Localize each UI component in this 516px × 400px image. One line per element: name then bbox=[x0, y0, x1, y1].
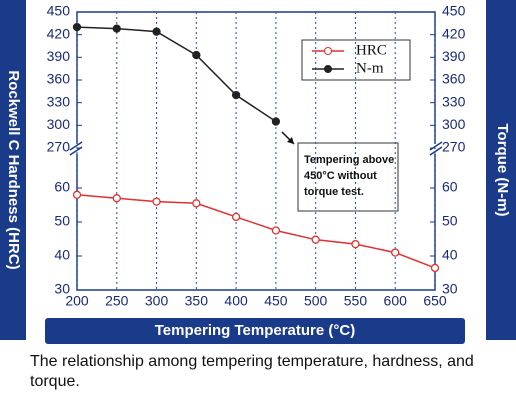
caption: The relationship among tempering tempera… bbox=[30, 353, 474, 390]
data-point bbox=[391, 248, 400, 257]
data-point bbox=[72, 22, 82, 32]
y-tick-label: 420 bbox=[47, 25, 71, 41]
y2-axis-label: Torque (N-m) bbox=[494, 123, 511, 216]
data-point bbox=[430, 263, 440, 273]
data-point bbox=[271, 226, 281, 235]
annotation-box bbox=[297, 142, 399, 212]
data-point bbox=[112, 24, 121, 33]
legend-label: HRC bbox=[356, 42, 387, 58]
y-label-bar bbox=[0, 0, 26, 340]
annotation: torque test. bbox=[304, 186, 364, 198]
x-tick-label: 500 bbox=[304, 293, 328, 309]
data-point bbox=[192, 50, 201, 60]
x-tick-label: 600 bbox=[384, 293, 408, 309]
data-point bbox=[112, 194, 121, 203]
data-point bbox=[271, 117, 281, 126]
y-tick-label: 50 bbox=[54, 213, 70, 229]
y2-tick-label: 30 bbox=[442, 281, 458, 297]
y-tick-label: 30 bbox=[54, 281, 70, 297]
x-tick-label: 350 bbox=[185, 293, 209, 309]
y-tick-label: 390 bbox=[47, 48, 71, 64]
data-point bbox=[192, 199, 201, 208]
series-line bbox=[76, 26, 277, 123]
data-point bbox=[72, 190, 82, 199]
y-tick-label: 60 bbox=[54, 179, 70, 195]
y-axis-label: Rockwell C Hardness (HRC) bbox=[5, 70, 22, 269]
x-tick-label: 550 bbox=[344, 293, 368, 309]
x-tick-label: 250 bbox=[105, 293, 129, 309]
y2-tick-label: 360 bbox=[442, 71, 466, 87]
annotation: Tempering above bbox=[304, 154, 394, 166]
x-tick-label: 450 bbox=[264, 293, 288, 309]
data-point bbox=[231, 90, 241, 100]
legend-label: N-m bbox=[356, 60, 384, 76]
legend bbox=[301, 39, 411, 81]
x-axis-label: Tempering Temperature (°C) bbox=[155, 322, 355, 339]
data-point bbox=[152, 197, 161, 206]
data-point bbox=[152, 27, 161, 36]
y-tick-label: 330 bbox=[47, 93, 71, 109]
y2-label-bar bbox=[486, 0, 516, 340]
axis-break bbox=[70, 144, 442, 154]
y-tick-label: 300 bbox=[47, 116, 71, 132]
y2-tick-label: 50 bbox=[442, 213, 458, 229]
y2-tick-label: 330 bbox=[442, 93, 466, 109]
y-tick-label: 450 bbox=[47, 3, 71, 19]
data-point bbox=[231, 212, 241, 222]
x-tick-label: 200 bbox=[65, 293, 89, 309]
legend-marker bbox=[324, 47, 332, 55]
y2-tick-label: 450 bbox=[442, 3, 466, 19]
data-point bbox=[351, 239, 360, 249]
x-tick-label: 300 bbox=[145, 293, 169, 309]
y2-tick-label: 420 bbox=[442, 25, 466, 41]
y-tick-label: 270 bbox=[47, 139, 71, 155]
y2-tick-label: 60 bbox=[442, 179, 458, 195]
y-tick-label: 360 bbox=[47, 71, 71, 87]
annotation: 450°C without bbox=[304, 170, 377, 182]
y2-tick-label: 270 bbox=[442, 139, 466, 155]
annotation-arrowhead bbox=[287, 137, 294, 144]
break-mark bbox=[69, 141, 443, 156]
y2-tick-label: 40 bbox=[442, 247, 458, 263]
y2-tick-label: 300 bbox=[442, 116, 466, 132]
chart: Rockwell C Hardness (HRC) Torque (N-m) T… bbox=[0, 0, 516, 344]
y-tick-label: 40 bbox=[54, 247, 70, 263]
legend-marker bbox=[324, 65, 332, 73]
x-tick-label: 650 bbox=[423, 293, 447, 309]
series-line bbox=[76, 194, 436, 269]
x-tick-label: 400 bbox=[224, 293, 248, 309]
y2-tick-label: 390 bbox=[442, 48, 466, 64]
x-label-bar bbox=[45, 318, 465, 344]
data-point bbox=[311, 235, 320, 244]
